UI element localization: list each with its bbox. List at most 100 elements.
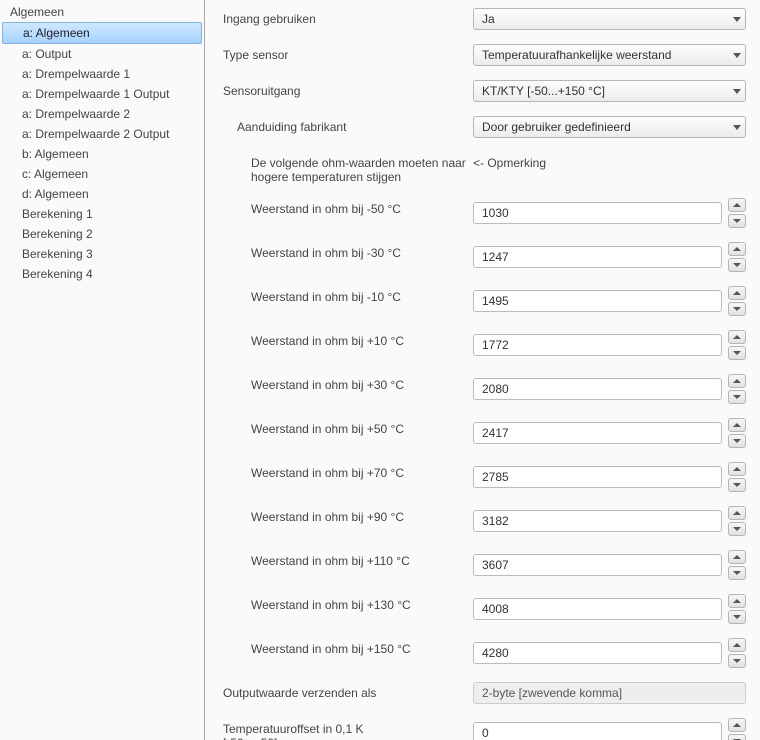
triangle-down-icon — [733, 307, 741, 311]
input-resistance[interactable]: 3182 — [473, 510, 722, 532]
output-value: 2-byte [zwevende komma] — [473, 682, 746, 704]
triangle-up-icon — [733, 423, 741, 427]
dropdown-fabrikant[interactable]: Door gebruiker gedefinieerd — [473, 116, 746, 138]
label-resistance: Weerstand in ohm bij +70 °C — [223, 462, 473, 480]
label-type-sensor: Type sensor — [223, 44, 473, 62]
spinner-down-button[interactable] — [728, 302, 746, 316]
input-resistance[interactable]: 2080 — [473, 378, 722, 400]
input-resistance[interactable]: 2417 — [473, 422, 722, 444]
triangle-up-icon — [733, 511, 741, 515]
spinner-up-button[interactable] — [728, 462, 746, 476]
input-resistance[interactable]: 4008 — [473, 598, 722, 620]
sidebar-item[interactable]: Berekening 4 — [0, 264, 204, 284]
spinner-down-button[interactable] — [728, 610, 746, 624]
spinner-up-button[interactable] — [728, 638, 746, 652]
sidebar-item[interactable]: b: Algemeen — [0, 144, 204, 164]
sidebar-item[interactable]: Berekening 2 — [0, 224, 204, 244]
spinner-up-button[interactable] — [728, 374, 746, 388]
chevron-down-icon — [733, 125, 741, 130]
spinner-up-button[interactable] — [728, 550, 746, 564]
triangle-down-icon — [733, 527, 741, 531]
label-resistance: Weerstand in ohm bij +50 °C — [223, 418, 473, 436]
label-output: Outputwaarde verzenden als — [223, 682, 473, 700]
spinner-up-button[interactable] — [728, 242, 746, 256]
triangle-up-icon — [733, 723, 741, 727]
sidebar-item[interactable]: a: Algemeen — [2, 22, 202, 44]
dropdown-type-sensor[interactable]: Temperatuurafhankelijke weerstand — [473, 44, 746, 66]
triangle-down-icon — [733, 659, 741, 663]
spinner-down-button[interactable] — [728, 214, 746, 228]
label-resistance: Weerstand in ohm bij +10 °C — [223, 330, 473, 348]
input-resistance[interactable]: 1247 — [473, 246, 722, 268]
spinner-resistance — [728, 198, 746, 228]
spinner-resistance — [728, 242, 746, 272]
sidebar-item[interactable]: a: Drempelwaarde 2 Output — [0, 124, 204, 144]
spinner-down-button[interactable] — [728, 654, 746, 668]
spinner-down-button[interactable] — [728, 522, 746, 536]
triangle-down-icon — [733, 351, 741, 355]
input-resistance[interactable]: 1030 — [473, 202, 722, 224]
dropdown-sensoruitgang[interactable]: KT/KTY [-50...+150 °C] — [473, 80, 746, 102]
label-sensoruitgang: Sensoruitgang — [223, 80, 473, 98]
spinner-down-button[interactable] — [728, 566, 746, 580]
input-offset[interactable]: 0 — [473, 722, 722, 740]
sidebar-item[interactable]: c: Algemeen — [0, 164, 204, 184]
spinner-up-button[interactable] — [728, 286, 746, 300]
triangle-up-icon — [733, 335, 741, 339]
triangle-down-icon — [733, 571, 741, 575]
main-panel: Ingang gebruiken Ja Type sensor Temperat… — [205, 0, 760, 740]
sidebar-item[interactable]: a: Output — [0, 44, 204, 64]
spinner-resistance — [728, 506, 746, 536]
input-resistance[interactable]: 4280 — [473, 642, 722, 664]
sidebar-item[interactable]: Algemeen — [0, 2, 204, 22]
sidebar-item[interactable]: Berekening 3 — [0, 244, 204, 264]
spinner-up-button[interactable] — [728, 418, 746, 432]
triangle-down-icon — [733, 615, 741, 619]
sidebar-item[interactable]: a: Drempelwaarde 1 — [0, 64, 204, 84]
label-resistance: Weerstand in ohm bij -10 °C — [223, 286, 473, 304]
spinner-up-button[interactable] — [728, 330, 746, 344]
spinner-down-button[interactable] — [728, 434, 746, 448]
triangle-up-icon — [733, 555, 741, 559]
label-resistance: Weerstand in ohm bij +90 °C — [223, 506, 473, 524]
spinner-up-button[interactable] — [728, 718, 746, 732]
input-resistance[interactable]: 1772 — [473, 334, 722, 356]
label-fabrikant: Aanduiding fabrikant — [223, 116, 473, 134]
sidebar-item[interactable]: a: Drempelwaarde 1 Output — [0, 84, 204, 104]
spinner-down-button[interactable] — [728, 346, 746, 360]
triangle-up-icon — [733, 247, 741, 251]
spinner-up-button[interactable] — [728, 198, 746, 212]
chevron-down-icon — [733, 17, 741, 22]
spinner-down-button[interactable] — [728, 734, 746, 740]
dropdown-sensoruitgang-value: KT/KTY [-50...+150 °C] — [482, 84, 605, 98]
triangle-down-icon — [733, 219, 741, 223]
dropdown-ingang-value: Ja — [482, 12, 495, 26]
spinner-resistance — [728, 638, 746, 668]
sidebar-item[interactable]: Berekening 1 — [0, 204, 204, 224]
input-resistance[interactable]: 3607 — [473, 554, 722, 576]
triangle-down-icon — [733, 483, 741, 487]
input-resistance[interactable]: 2785 — [473, 466, 722, 488]
sidebar-item[interactable]: d: Algemeen — [0, 184, 204, 204]
label-resistance: Weerstand in ohm bij +30 °C — [223, 374, 473, 392]
dropdown-ingang[interactable]: Ja — [473, 8, 746, 30]
label-ingang: Ingang gebruiken — [223, 8, 473, 26]
spinner-down-button[interactable] — [728, 478, 746, 492]
spinner-down-button[interactable] — [728, 258, 746, 272]
note-opmerking: <- Opmerking — [473, 152, 746, 170]
spinner-up-button[interactable] — [728, 506, 746, 520]
label-resistance: Weerstand in ohm bij +110 °C — [223, 550, 473, 568]
chevron-down-icon — [733, 53, 741, 58]
spinner-up-button[interactable] — [728, 594, 746, 608]
spinner-resistance — [728, 374, 746, 404]
triangle-up-icon — [733, 467, 741, 471]
spinner-resistance — [728, 286, 746, 316]
sidebar-item[interactable]: a: Drempelwaarde 2 — [0, 104, 204, 124]
triangle-down-icon — [733, 439, 741, 443]
spinner-resistance — [728, 330, 746, 360]
label-opmerking: De volgende ohm-waarden moeten naar hoge… — [223, 152, 473, 184]
input-resistance[interactable]: 1495 — [473, 290, 722, 312]
chevron-down-icon — [733, 89, 741, 94]
label-resistance: Weerstand in ohm bij +130 °C — [223, 594, 473, 612]
spinner-down-button[interactable] — [728, 390, 746, 404]
